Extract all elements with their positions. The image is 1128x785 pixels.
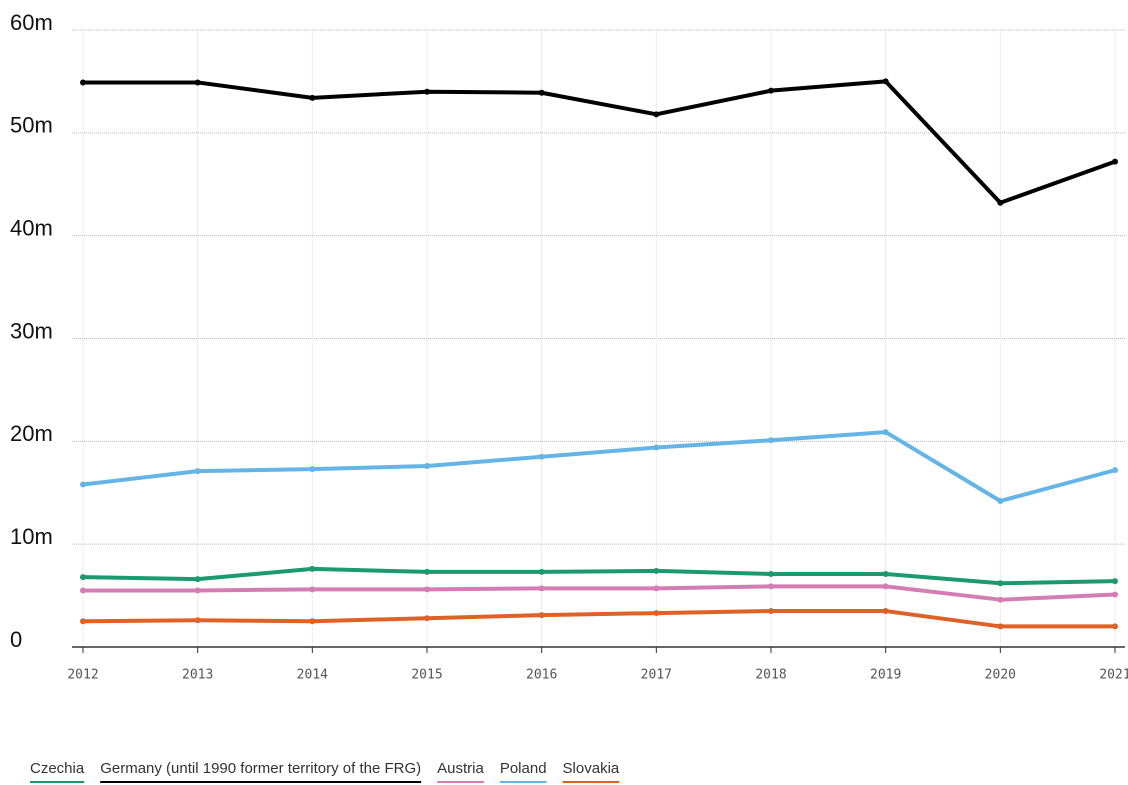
x-tick-label: 2020 [985, 668, 1016, 683]
series-line [82, 609, 1115, 629]
point [997, 497, 1004, 504]
point [80, 587, 86, 594]
y-tick-label: 20m [10, 421, 53, 446]
series-line [83, 584, 1116, 602]
point [194, 79, 201, 86]
point [309, 618, 316, 625]
point [309, 586, 316, 593]
point [538, 612, 545, 619]
y-tick-label: 10m [10, 524, 53, 549]
y-tick-label: 40m [10, 215, 53, 240]
point [653, 111, 660, 118]
x-tick-label: 2012 [67, 668, 98, 683]
x-tick-label: 2014 [297, 668, 328, 683]
point [997, 623, 1004, 630]
x-tick-label: 2013 [182, 668, 213, 683]
x-tick-label: 2017 [641, 668, 672, 683]
point [997, 596, 1004, 603]
legend-label[interactable]: Czechia [30, 760, 85, 777]
point [882, 429, 889, 436]
point [768, 608, 774, 615]
point [768, 437, 774, 444]
point [997, 199, 1004, 206]
series-line [82, 430, 1116, 503]
point [1112, 623, 1118, 630]
point [309, 565, 316, 572]
point [653, 444, 660, 451]
series-line [83, 79, 1116, 205]
series-line [82, 566, 1116, 586]
point [80, 481, 86, 488]
point [768, 87, 774, 94]
point [882, 570, 889, 577]
point [424, 568, 430, 575]
point [653, 567, 660, 574]
point [1112, 591, 1118, 598]
point [80, 618, 86, 625]
point [424, 586, 430, 593]
point [653, 610, 660, 617]
point [997, 580, 1004, 587]
point [194, 617, 201, 624]
point [1112, 467, 1118, 474]
point [882, 78, 889, 85]
point [194, 587, 201, 594]
point [538, 453, 545, 460]
point [538, 568, 545, 575]
point [768, 570, 774, 577]
point [1112, 158, 1118, 165]
point [768, 583, 774, 590]
point [80, 79, 86, 86]
x-tick-label: 2021 [1099, 668, 1128, 683]
x-tick-label: 2019 [870, 668, 901, 683]
legend-label[interactable]: Germany (until 1990 former territory of … [100, 760, 421, 777]
y-tick-label: 30m [10, 318, 53, 343]
point [424, 88, 430, 95]
y-tick-label: 0 [10, 627, 22, 652]
point [538, 585, 545, 592]
point [194, 576, 201, 583]
point [538, 89, 545, 96]
point [424, 463, 430, 470]
x-tick-label: 2018 [755, 668, 786, 683]
point [194, 468, 201, 475]
legend-label[interactable]: Poland [500, 760, 547, 777]
x-tick-label: 2015 [411, 668, 442, 683]
y-tick-label: 60m [10, 10, 53, 35]
point [309, 466, 316, 473]
point [882, 608, 889, 615]
point [309, 94, 316, 101]
point [1112, 578, 1118, 585]
legend-label[interactable]: Austria [437, 760, 484, 777]
point [424, 615, 430, 622]
point [653, 585, 660, 592]
point [882, 583, 889, 590]
legend-label[interactable]: Slovakia [563, 760, 620, 777]
x-tick-label: 2016 [526, 668, 557, 683]
y-tick-label: 50m [10, 113, 53, 138]
point [80, 574, 86, 581]
